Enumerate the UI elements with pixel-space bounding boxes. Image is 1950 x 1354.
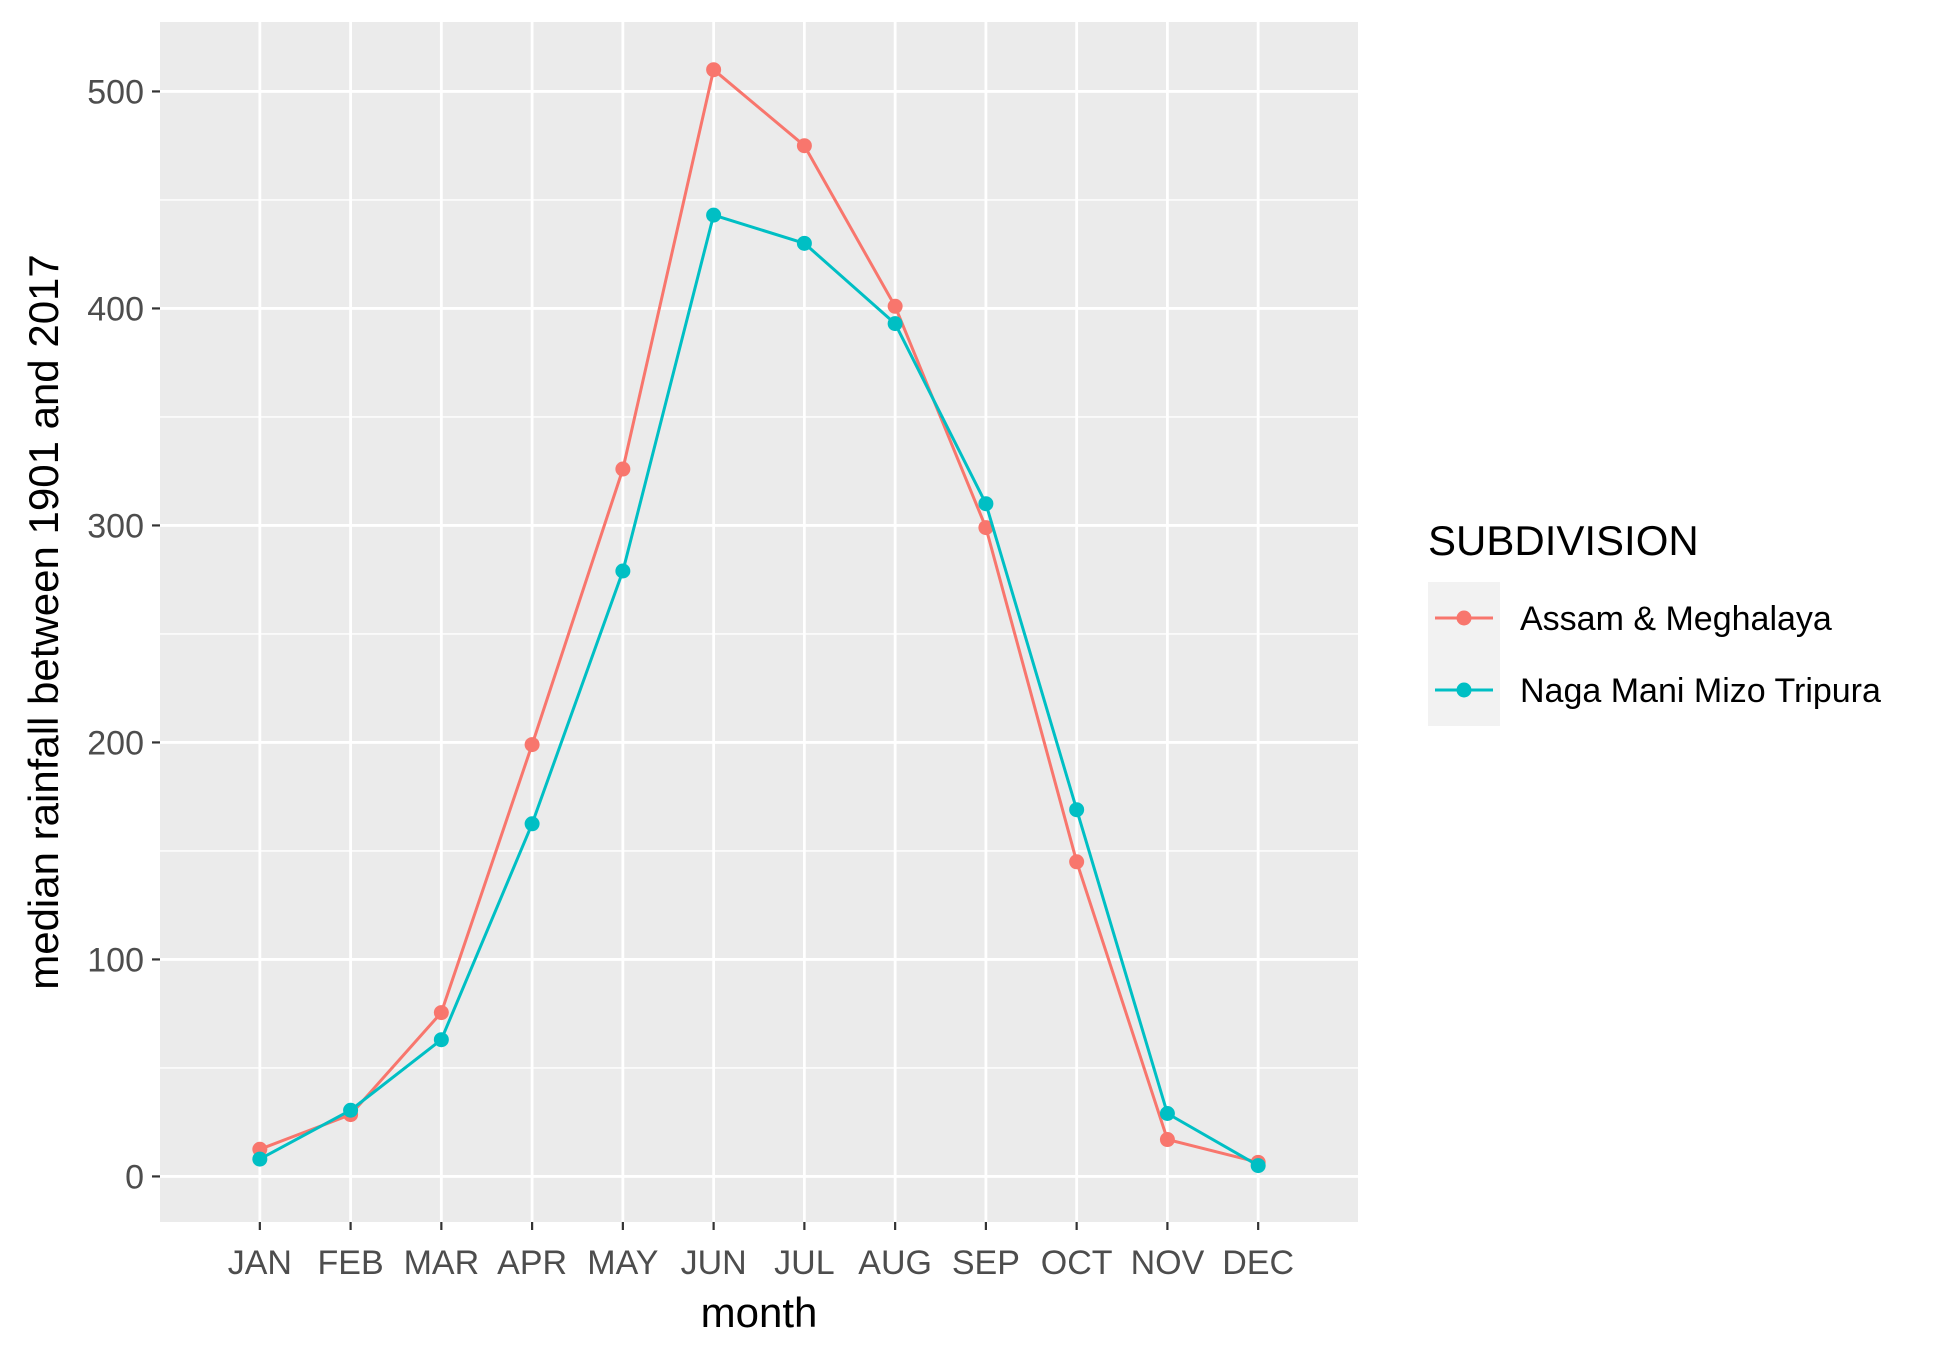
data-point	[887, 298, 903, 314]
x-tick-label: APR	[497, 1244, 567, 1282]
legend-item: Naga Mani Mizo Tripura	[1428, 654, 1881, 726]
series-group	[252, 62, 1266, 1170]
x-tick-label: AUG	[858, 1244, 932, 1282]
data-point	[1159, 1132, 1175, 1148]
data-point	[1069, 854, 1085, 870]
data-point	[433, 1005, 449, 1021]
y-tick-label: 500	[87, 73, 144, 111]
x-axis-ticks: JAN FEB MAR APR MAY JUN JUL AUG SEP OCT NOV DEC	[228, 1222, 1294, 1282]
x-tick-label: MAR	[404, 1244, 480, 1282]
legend-key-point	[1456, 610, 1472, 626]
data-point	[978, 496, 994, 512]
x-tick-label: JUN	[681, 1244, 747, 1282]
legend-label: Naga Mani Mizo Tripura	[1520, 672, 1881, 710]
y-tick-label: 0	[125, 1158, 144, 1196]
x-tick-label: NOV	[1131, 1244, 1205, 1282]
y-axis-ticks: 0 100 200 300 400 500	[87, 73, 160, 1196]
legend: SUBDIVISION Assam & Meghalaya Naga Mani M…	[1428, 517, 1881, 726]
y-axis-title: median rainfall between 1901 and 2017	[20, 254, 67, 990]
plot-panel	[160, 22, 1358, 1222]
minor-gridlines	[160, 199, 1358, 1069]
series-line	[259, 68, 1259, 1164]
x-tick-label: FEB	[318, 1244, 384, 1282]
data-point	[615, 563, 631, 579]
data-point	[433, 1032, 449, 1048]
data-point	[1250, 1158, 1266, 1174]
data-point	[343, 1102, 359, 1118]
data-point	[1069, 802, 1085, 818]
data-point	[524, 816, 540, 832]
data-point	[796, 235, 812, 251]
data-point	[1159, 1106, 1175, 1122]
x-tick-label: DEC	[1222, 1244, 1294, 1282]
legend-key-point	[1456, 682, 1472, 698]
major-gridlines	[160, 22, 1358, 1222]
x-tick-label: MAY	[587, 1244, 658, 1282]
legend-items: Assam & Meghalaya Naga Mani Mizo Tripura	[1428, 582, 1881, 726]
x-tick-label: JUL	[774, 1244, 834, 1282]
y-tick-label: 300	[87, 507, 144, 545]
data-point	[524, 737, 540, 753]
series-layer	[252, 62, 1266, 1174]
x-tick-label: JAN	[228, 1244, 292, 1282]
data-point	[252, 1151, 268, 1167]
x-tick-label: SEP	[952, 1244, 1020, 1282]
data-point	[978, 520, 994, 536]
y-tick-label: 200	[87, 724, 144, 762]
data-point	[706, 62, 722, 78]
data-point	[615, 461, 631, 477]
series-line	[259, 213, 1259, 1167]
series-group	[252, 207, 1266, 1174]
legend-item: Assam & Meghalaya	[1428, 582, 1832, 654]
x-axis-title: month	[701, 1289, 818, 1336]
x-tick-label: OCT	[1041, 1244, 1113, 1282]
legend-label: Assam & Meghalaya	[1520, 600, 1832, 638]
y-tick-label: 100	[87, 941, 144, 979]
y-tick-label: 400	[87, 290, 144, 328]
legend-title: SUBDIVISION	[1428, 517, 1699, 564]
data-point	[887, 316, 903, 332]
data-point	[796, 138, 812, 154]
data-point	[706, 207, 722, 223]
